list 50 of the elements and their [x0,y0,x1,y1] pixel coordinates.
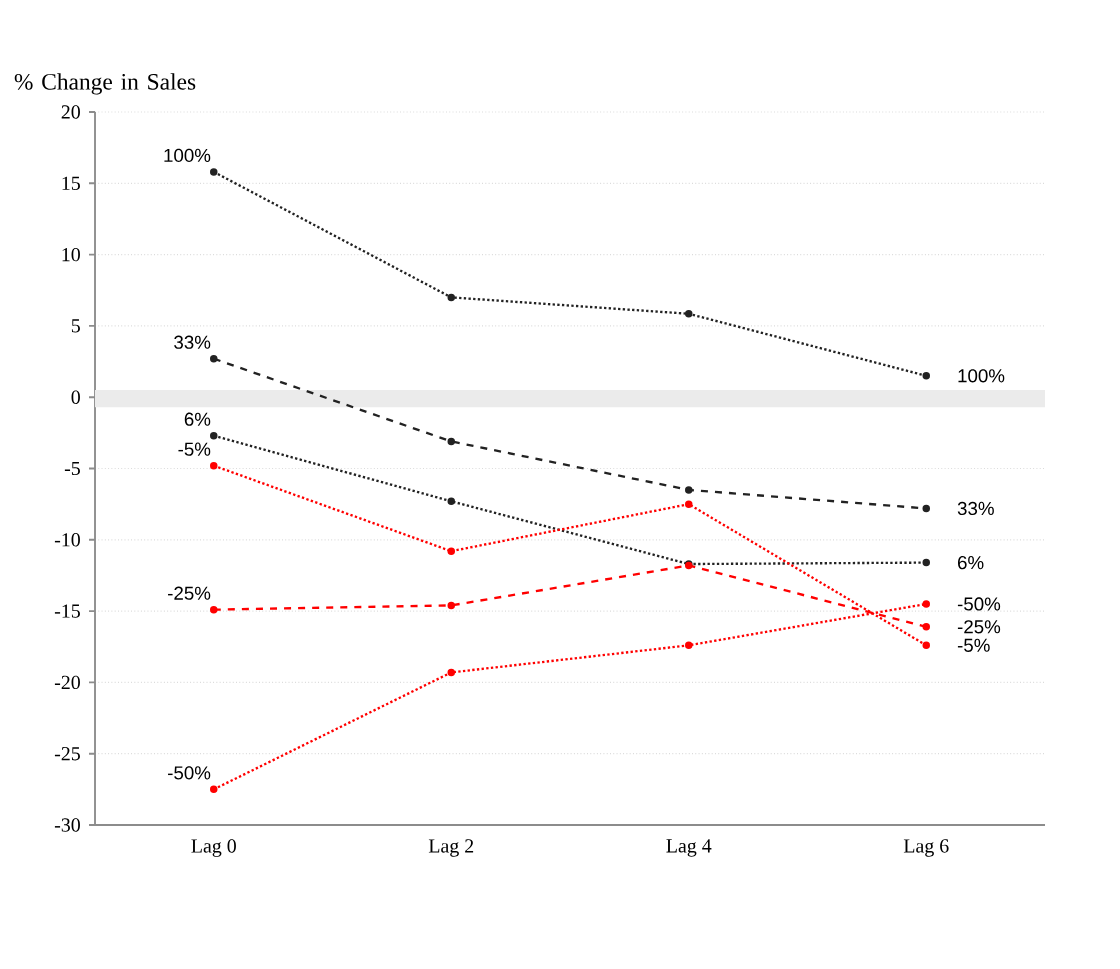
text: -50% [957,597,1001,611]
point [210,785,218,794]
point [447,601,456,610]
point [210,168,218,176]
series-label: 100% [164,148,211,163]
y-tick-label: -20 [54,675,80,690]
y-tick-label: -30 [54,818,80,832]
y-tick-label: -5 [64,461,80,476]
point [210,431,218,440]
y-tick-label: 0 [71,390,80,404]
point [210,605,218,614]
point [922,623,930,631]
y-tick-label: -15 [54,604,80,618]
series-label: -25% [168,586,211,600]
x-tick-label: Lag 4 [666,839,712,857]
text: 100% [958,369,1005,383]
series-label: -50% [168,766,211,780]
text: -5% [957,638,990,652]
point [685,486,693,494]
point [922,504,930,513]
point [685,641,693,650]
point [447,497,456,506]
point [685,310,693,318]
y-tick-label: 5 [71,319,80,333]
point [210,461,218,470]
point [922,641,930,650]
x-tick-label: Lag 0 [191,839,236,857]
point [922,600,930,608]
series-label: 6% [184,412,211,426]
text: 6% [958,555,984,570]
series-label: -5% [178,442,211,456]
y-axis-title: % Change in Sales [14,73,196,95]
point [447,547,456,555]
y-tick-label: -10 [54,533,80,547]
y-tick-label: -25 [54,747,80,761]
text: 33% [957,501,994,516]
x-tick-label: Lag 6 [903,839,949,857]
text: -25% [957,620,1001,634]
y-tick-label: 15 [62,176,80,190]
y-tick-label: 20 [61,105,80,119]
series-label: 33% [174,335,211,349]
point [210,354,218,363]
point [447,437,456,446]
y-tick-label: 10 [62,247,80,262]
point [922,372,930,380]
point [685,500,693,508]
point [447,293,456,302]
point [922,558,930,567]
x-tick-label: Lag 2 [428,839,474,857]
point [447,668,456,677]
